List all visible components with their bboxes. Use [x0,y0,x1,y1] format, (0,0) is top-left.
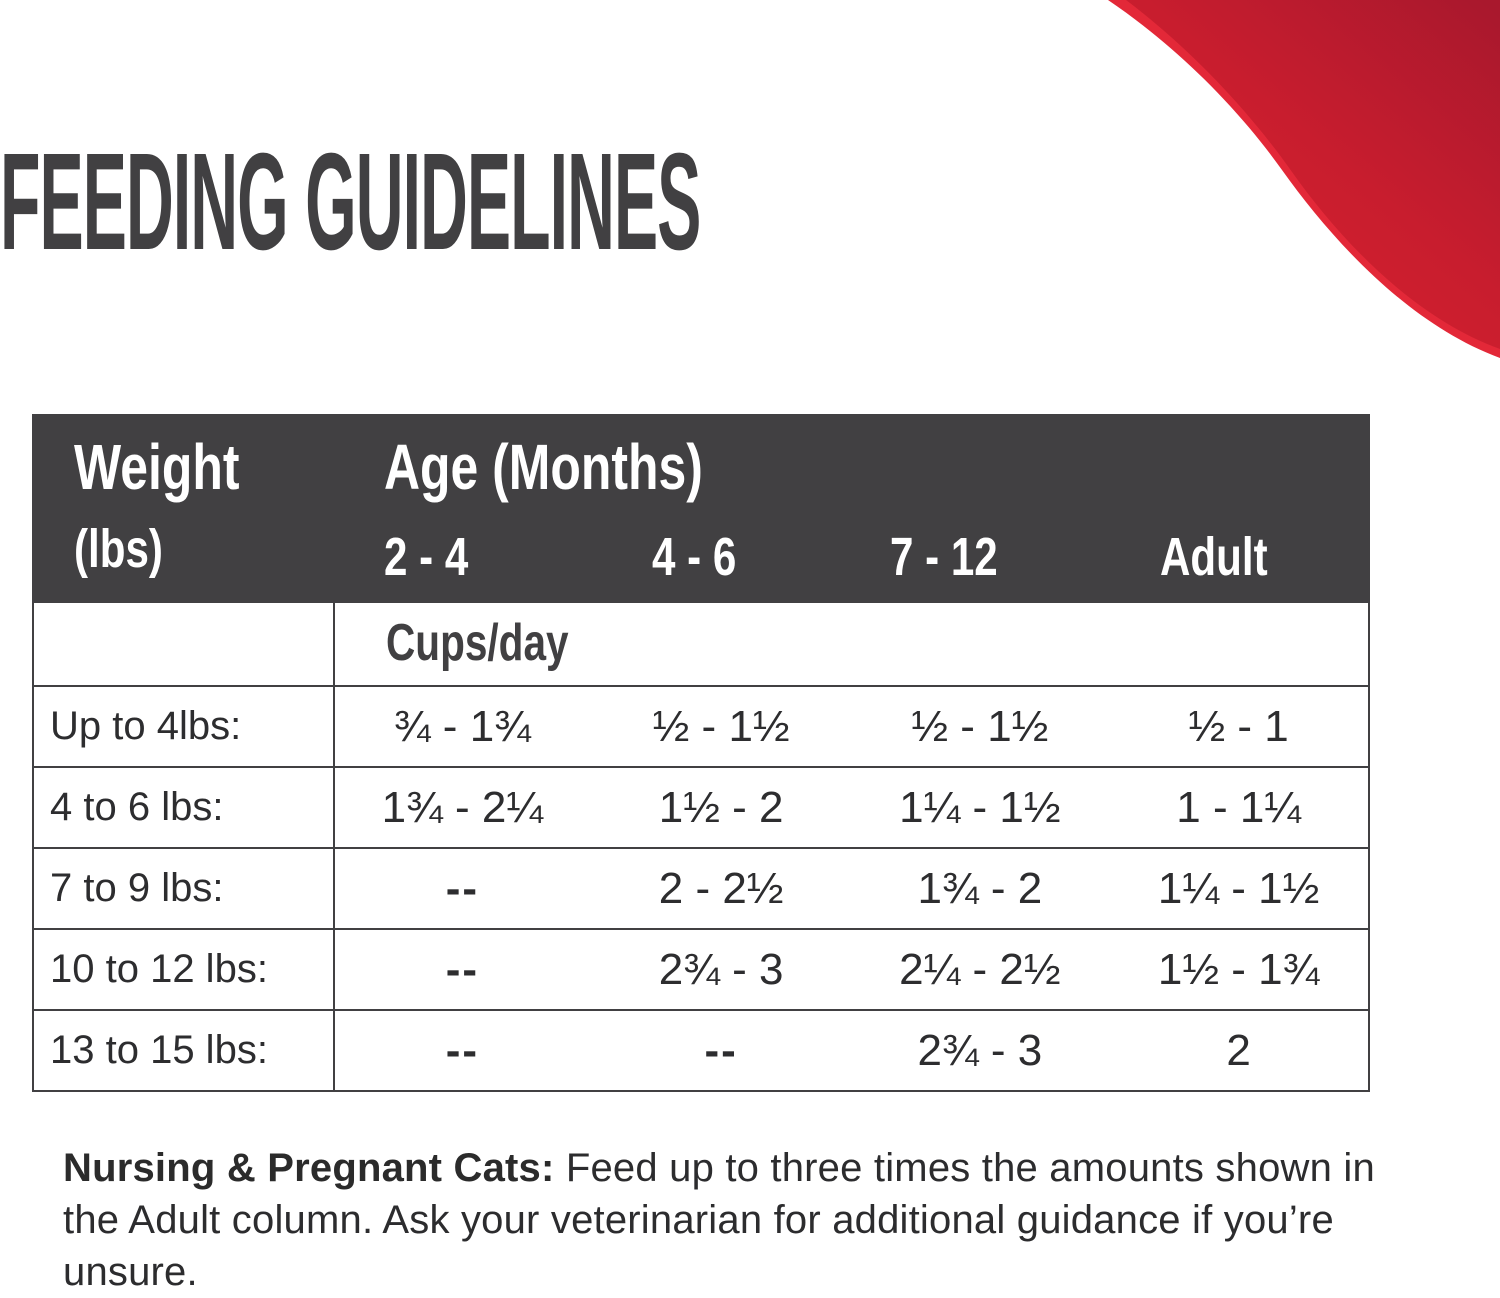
table-row: Up to 4lbs: ¾ - 1¾ ½ - 1½ ½ - 1½ ½ - 1 [34,685,1368,766]
feeding-amount-cell: 2 - 2½ [658,863,784,913]
feeding-amount-cell: 1¾ - 2¼ [381,782,544,832]
feeding-amount-cell: 2¾ - 3 [658,944,784,994]
footnote-body: Feed up to three times the amounts shown… [63,1146,1375,1294]
feeding-amount-cell: 1¾ - 2 [917,863,1043,913]
age-col-2-4: 2 - 4 [384,527,469,587]
footnote-lead: Nursing & Pregnant Cats: [63,1146,555,1190]
feeding-amount-cell: 1¼ - 1½ [1157,863,1320,913]
table-body: Up to 4lbs: ¾ - 1¾ ½ - 1½ ½ - 1½ ½ - 1 4… [34,685,1368,1090]
weight-unit-label: (lbs) [74,519,163,579]
table-row: 4 to 6 lbs: 1¾ - 2¼ 1½ - 2 1¼ - 1½ 1 - 1… [34,766,1368,847]
feeding-amount-cell: 2¾ - 3 [917,1025,1043,1075]
weight-column-header: Weight [74,431,240,503]
page-title: FEEDING GUIDELINES [0,125,701,279]
weight-range-label: 10 to 12 lbs: [50,947,268,991]
weight-range-label: 7 to 9 lbs: [50,866,224,910]
feeding-amount-cell: ¾ - 1¾ [393,701,531,751]
feeding-amount-cell: ½ - 1 [1188,701,1289,751]
feeding-amount-cell: -- [445,1025,480,1075]
age-col-4-6: 4 - 6 [652,527,737,587]
feeding-amount-cell: ½ - 1½ [911,701,1049,751]
feeding-amount-cell: -- [445,863,480,913]
feeding-table: Weight (lbs) Age (Months) 2 - 4 4 - 6 7 … [32,414,1370,1092]
table-row: 13 to 15 lbs: -- -- 2¾ - 3 2 [34,1009,1368,1090]
footnote: Nursing & Pregnant Cats: Feed up to thre… [63,1142,1393,1298]
unit-row: Cups/day [34,603,1368,685]
table-header: Weight (lbs) Age (Months) 2 - 4 4 - 6 7 … [32,414,1370,603]
age-column-header: Age (Months) [384,431,703,503]
feeding-amount-cell: 2¼ - 2½ [899,944,1061,994]
cups-per-day-label: Cups/day [386,614,569,672]
age-col-adult: Adult [1160,527,1268,587]
feeding-amount-cell: 1¼ - 1½ [899,782,1061,832]
table-row: 7 to 9 lbs: -- 2 - 2½ 1¾ - 2 1¼ - 1½ [34,847,1368,928]
feeding-amount-cell: 1½ - 1¾ [1157,944,1320,994]
weight-range-label: 13 to 15 lbs: [50,1028,268,1072]
age-col-7-12: 7 - 12 [890,527,998,587]
red-swoosh-decoration [1108,0,1500,358]
feeding-amount-cell: ½ - 1½ [652,701,790,751]
column-divider [333,603,335,1090]
feeding-amount-cell: 2 [1226,1025,1251,1075]
feeding-amount-cell: 1 - 1¼ [1176,782,1301,832]
feeding-amount-cell: -- [445,944,480,994]
weight-range-label: 4 to 6 lbs: [50,785,224,829]
weight-range-label: Up to 4lbs: [50,704,242,748]
feeding-amount-cell: 1½ - 2 [658,782,784,832]
feeding-amount-cell: -- [704,1025,738,1075]
table-row: 10 to 12 lbs: -- 2¾ - 3 2¼ - 2½ 1½ - 1¾ [34,928,1368,1009]
